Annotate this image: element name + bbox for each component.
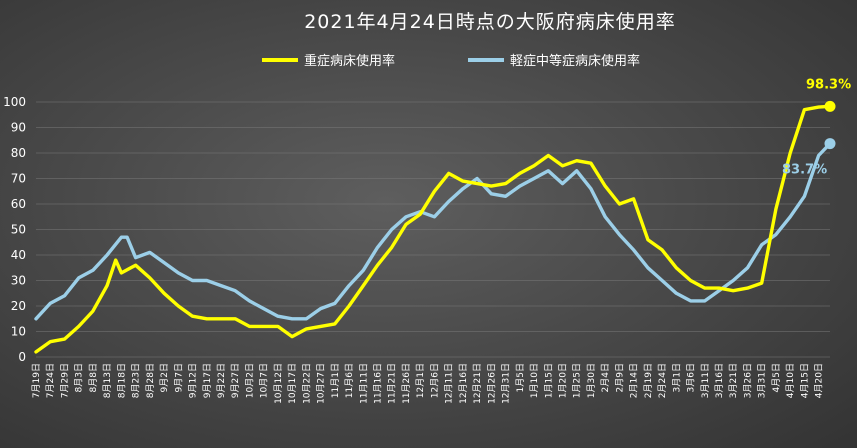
x-tick-label: 11月1日 bbox=[330, 363, 341, 398]
x-tick-label: 9月22日 bbox=[216, 363, 227, 398]
y-tick-label: 30 bbox=[11, 274, 26, 288]
end-label-severe: 98.3% bbox=[806, 77, 851, 92]
x-tick-label: 8月28日 bbox=[145, 363, 156, 398]
x-tick-label: 4月10日 bbox=[785, 363, 796, 398]
x-tick-label: 8月18日 bbox=[116, 363, 127, 398]
x-tick-label: 7月19日 bbox=[31, 363, 42, 398]
series-line-severe bbox=[34, 104, 832, 354]
x-tick-label: 4月5日 bbox=[771, 363, 782, 392]
x-tick-label: 8月13日 bbox=[102, 363, 113, 398]
x-tick-label: 1月10日 bbox=[529, 363, 540, 398]
x-tick-label: 12月1日 bbox=[415, 363, 426, 398]
x-tick-label: 10月27日 bbox=[316, 363, 327, 404]
y-tick-label: 70 bbox=[11, 172, 26, 186]
x-tick-label: 3月26日 bbox=[742, 363, 753, 398]
y-tick-label: 40 bbox=[11, 248, 26, 262]
x-tick-label: 7月24日 bbox=[45, 363, 56, 398]
chart-title: 2021年4月24日時点の大阪府病床使用率 bbox=[304, 11, 676, 33]
x-tick-label: 2月24日 bbox=[657, 363, 668, 398]
x-tick-label: 8月23日 bbox=[131, 363, 142, 398]
x-tick-label: 11月21日 bbox=[387, 363, 398, 404]
y-tick-label: 90 bbox=[11, 121, 26, 135]
x-axis: 7月19日 7月24日 7月29日 8月3日 8月8日 8月13日 8月18日 8月23日 8月… bbox=[31, 363, 825, 404]
x-tick-label: 11月26日 bbox=[401, 363, 412, 404]
legend-label-severe: 重症病床使用率 bbox=[304, 53, 395, 69]
x-tick-label: 2月19日 bbox=[643, 363, 654, 398]
x-tick-label: 10月7日 bbox=[259, 363, 270, 398]
x-tick-label: 3月31日 bbox=[757, 363, 768, 398]
x-tick-label: 12月21日 bbox=[472, 363, 483, 404]
y-tick-label: 0 bbox=[18, 350, 26, 364]
x-tick-label: 2月14日 bbox=[629, 363, 640, 398]
y-tick-label: 20 bbox=[11, 299, 26, 313]
x-tick-label: 1月15日 bbox=[543, 363, 554, 398]
x-tick-label: 1月30日 bbox=[586, 363, 597, 398]
x-tick-label: 7月29日 bbox=[59, 363, 70, 398]
x-tick-label: 12月11日 bbox=[444, 363, 455, 404]
y-tick-label: 60 bbox=[11, 197, 26, 211]
y-tick-label: 100 bbox=[3, 95, 26, 109]
plot-area: 98.3% 83.7% bbox=[34, 77, 851, 354]
x-tick-label: 10月2日 bbox=[244, 363, 255, 398]
end-label-mild: 83.7% bbox=[782, 163, 827, 178]
x-tick-label: 3月16日 bbox=[714, 363, 725, 398]
end-marker-severe bbox=[824, 100, 836, 112]
x-tick-label: 12月6日 bbox=[429, 363, 440, 398]
x-tick-label: 9月17日 bbox=[202, 363, 213, 398]
x-tick-label: 4月20日 bbox=[814, 363, 825, 398]
x-tick-label: 11月6日 bbox=[344, 363, 355, 398]
x-tick-label: 1月25日 bbox=[572, 363, 583, 398]
y-tick-label: 50 bbox=[11, 223, 26, 237]
x-tick-label: 12月31日 bbox=[501, 363, 512, 404]
x-tick-label: 10月22日 bbox=[301, 363, 312, 404]
x-tick-label: 3月11日 bbox=[700, 363, 711, 398]
x-tick-label: 10月17日 bbox=[287, 363, 298, 404]
x-tick-label: 9月12日 bbox=[188, 363, 199, 398]
x-tick-label: 10月12日 bbox=[273, 363, 284, 404]
end-marker-mild bbox=[824, 138, 836, 150]
x-tick-label: 9月2日 bbox=[159, 363, 170, 392]
x-tick-label: 12月16日 bbox=[458, 363, 469, 404]
x-tick-label: 2月9日 bbox=[614, 363, 625, 392]
x-tick-label: 3月6日 bbox=[686, 363, 697, 392]
series-line-mild bbox=[34, 141, 832, 321]
x-tick-label: 11月11日 bbox=[358, 363, 369, 404]
x-tick-label: 3月1日 bbox=[671, 363, 682, 392]
x-tick-label: 8月8日 bbox=[88, 363, 99, 392]
x-tick-label: 8月3日 bbox=[74, 363, 85, 392]
x-tick-label: 11月16日 bbox=[373, 363, 384, 404]
legend: 重症病床使用率 軽症中等症病床使用率 bbox=[262, 53, 640, 69]
x-tick-label: 3月21日 bbox=[728, 363, 739, 398]
x-tick-label: 9月7日 bbox=[173, 363, 184, 392]
y-axis: 0 10 20 30 40 50 60 70 80 90 100 bbox=[3, 95, 26, 364]
x-tick-label: 1月20日 bbox=[557, 363, 568, 398]
x-tick-label: 9月27日 bbox=[230, 363, 241, 398]
x-tick-label: 4月15日 bbox=[799, 363, 810, 398]
y-tick-label: 10 bbox=[11, 325, 26, 339]
x-tick-label: 12月26日 bbox=[486, 363, 497, 404]
legend-label-mild: 軽症中等症病床使用率 bbox=[510, 53, 640, 69]
x-tick-label: 2月4日 bbox=[600, 363, 611, 392]
gridlines bbox=[36, 101, 830, 358]
y-tick-label: 80 bbox=[11, 146, 26, 160]
x-tick-label: 1月5日 bbox=[515, 363, 526, 392]
